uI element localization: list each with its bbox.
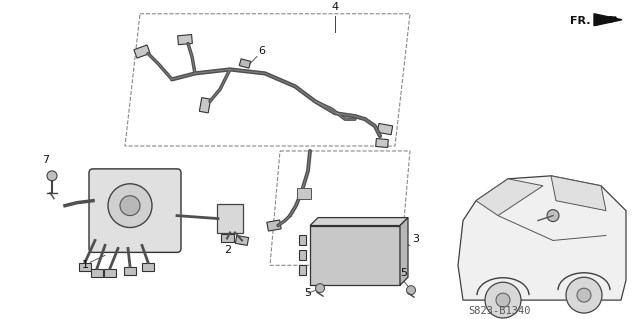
Text: 5: 5 (304, 288, 311, 298)
Polygon shape (458, 176, 626, 300)
Text: 3: 3 (412, 234, 419, 244)
FancyBboxPatch shape (297, 188, 311, 199)
Polygon shape (551, 176, 606, 211)
Circle shape (577, 288, 591, 302)
Bar (298, 250, 305, 260)
Bar (376, 138, 388, 147)
Polygon shape (400, 218, 408, 285)
Bar (267, 220, 281, 231)
Circle shape (406, 286, 415, 295)
Circle shape (547, 210, 559, 222)
Circle shape (120, 196, 140, 216)
Text: 4: 4 (332, 2, 339, 12)
Bar (298, 265, 305, 275)
Bar (124, 267, 136, 275)
Circle shape (496, 293, 510, 307)
Bar (378, 123, 393, 135)
Bar (134, 45, 150, 58)
Bar (221, 234, 234, 242)
FancyBboxPatch shape (217, 204, 243, 234)
Circle shape (108, 184, 152, 227)
Bar (104, 269, 116, 277)
Text: 1: 1 (81, 260, 88, 270)
Polygon shape (594, 14, 622, 26)
Text: 2: 2 (225, 245, 232, 256)
Circle shape (485, 282, 521, 318)
Circle shape (566, 277, 602, 313)
Text: 6: 6 (258, 46, 265, 56)
Text: S823-B1340: S823-B1340 (468, 306, 531, 316)
Text: FR.: FR. (570, 16, 591, 26)
Polygon shape (310, 226, 400, 285)
Text: 7: 7 (42, 155, 49, 165)
Bar (239, 59, 251, 68)
Bar (298, 235, 305, 245)
Bar (199, 98, 211, 113)
Circle shape (316, 284, 324, 293)
FancyBboxPatch shape (89, 169, 181, 252)
Bar (178, 34, 193, 45)
Bar (91, 269, 103, 277)
Polygon shape (476, 179, 543, 216)
Bar (142, 263, 154, 271)
Text: 5: 5 (400, 268, 407, 278)
Polygon shape (310, 218, 408, 226)
Bar (79, 263, 91, 271)
Circle shape (47, 171, 57, 181)
Bar (236, 235, 248, 245)
